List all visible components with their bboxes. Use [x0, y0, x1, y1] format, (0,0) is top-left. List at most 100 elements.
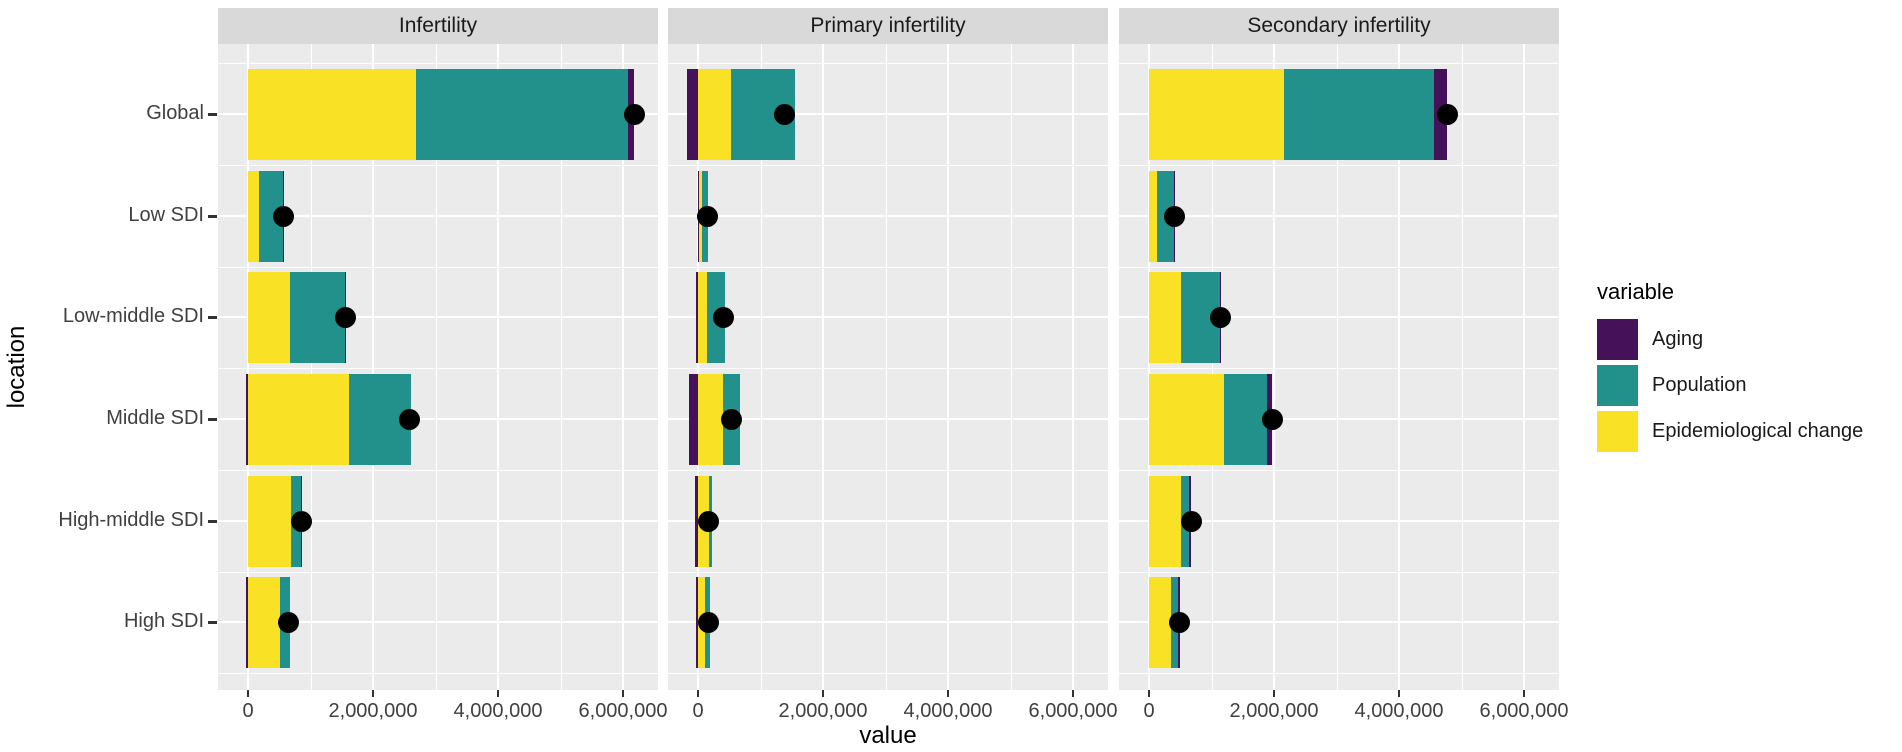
gridline-major-y: [1119, 418, 1559, 420]
net-change-dot: [697, 205, 719, 227]
bar-segment-epidemiological-change: [1149, 475, 1181, 567]
x-tick-label: 4,000,000: [1354, 700, 1444, 722]
bar-segment-aging: [696, 271, 698, 363]
bar-segment-aging: [696, 576, 698, 668]
x-axis-title: value: [859, 722, 917, 749]
gridline-minor-y: [1119, 673, 1559, 674]
gridline-major-x: [497, 44, 499, 690]
x-tick-label: 6,000,000: [578, 700, 668, 722]
y-tick-mark: [208, 215, 217, 218]
bar-segment-aging: [687, 68, 698, 160]
gridline-major-y: [218, 520, 658, 522]
net-change-dot: [1436, 103, 1458, 125]
legend-swatch-aging: [1597, 319, 1638, 360]
facet-strip: Primary infertility: [668, 8, 1108, 44]
net-change-dot: [1169, 611, 1191, 633]
gridline-major-y: [1119, 316, 1559, 318]
bar-segment-epidemiological-change: [1149, 68, 1284, 160]
facet-strip: Infertility: [218, 8, 658, 44]
legend-item-label: Aging: [1652, 328, 1704, 350]
net-change-dot: [398, 408, 420, 430]
net-change-dot: [273, 205, 295, 227]
bar-segment-aging: [246, 576, 248, 668]
gridline-major-y: [1119, 621, 1559, 623]
net-change-dot: [773, 103, 795, 125]
gridline-major-x: [372, 44, 374, 690]
bar-segment-epidemiological-change: [248, 475, 292, 567]
x-tick-label: 4,000,000: [453, 700, 543, 722]
bar-segment-aging: [689, 373, 698, 465]
x-tick-mark: [372, 690, 374, 697]
gridline-minor-y: [218, 368, 658, 369]
y-tick-label: High-middle SDI: [58, 509, 204, 531]
gridline-major-y: [1119, 520, 1559, 522]
net-change-dot: [623, 103, 645, 125]
gridline-minor-x: [436, 44, 437, 690]
bar-segment-epidemiological-change: [1149, 576, 1171, 668]
x-tick-mark: [497, 690, 499, 697]
gridline-minor-y: [668, 63, 1108, 64]
gridline-major-x: [1273, 44, 1275, 690]
gridline-minor-y: [1119, 267, 1559, 268]
legend-item-label: Epidemiological change: [1652, 420, 1864, 442]
bar-segment-epidemiological-change: [248, 271, 290, 363]
x-tick-label: 2,000,000: [328, 700, 418, 722]
gridline-minor-x: [761, 44, 762, 690]
gridline-minor-y: [1119, 368, 1559, 369]
net-change-dot: [1210, 306, 1232, 328]
y-tick-mark: [208, 621, 217, 624]
gridline-minor-x: [1212, 44, 1213, 690]
bar-segment-population: [1224, 373, 1268, 465]
x-tick-label: 0: [242, 700, 254, 722]
gridline-minor-y: [218, 572, 658, 573]
net-change-dot: [277, 611, 299, 633]
x-tick-label: 6,000,000: [1479, 700, 1569, 722]
gridline-minor-y: [668, 267, 1108, 268]
y-tick-label: High SDI: [123, 610, 204, 632]
gridline-minor-y: [1119, 470, 1559, 471]
x-tick-mark: [1148, 690, 1150, 697]
gridline-major-y: [1119, 215, 1559, 217]
gridline-minor-x: [561, 44, 562, 690]
gridline-minor-y: [668, 165, 1108, 166]
gridline-major-x: [1523, 44, 1525, 690]
gridline-minor-x: [311, 44, 312, 690]
facet-strip-title: Secondary infertility: [1247, 14, 1431, 37]
y-tick-mark: [208, 418, 217, 421]
y-tick-label: Global: [146, 102, 204, 124]
y-tick-mark: [208, 520, 217, 523]
gridline-major-y: [218, 215, 658, 217]
facet-strip-title: Primary infertility: [810, 14, 966, 37]
y-axis-title: location: [3, 325, 30, 409]
gridline-major-y: [218, 621, 658, 623]
bar-segment-population: [1284, 68, 1434, 160]
legend-swatch-population: [1597, 365, 1638, 406]
legend-item: Aging: [1597, 319, 1863, 360]
gridline-minor-x: [886, 44, 887, 690]
bar-segment-aging: [694, 475, 698, 567]
y-tick-mark: [208, 316, 217, 319]
facet-strip: Secondary infertility: [1119, 8, 1559, 44]
bar-segment-epidemiological-change: [248, 68, 417, 160]
bar-segment-epidemiological-change: [1149, 271, 1181, 363]
gridline-minor-y: [668, 368, 1108, 369]
x-tick-mark: [622, 690, 624, 697]
gridline-minor-x: [1462, 44, 1463, 690]
net-change-dot: [712, 306, 734, 328]
bar-segment-epidemiological-change: [698, 373, 723, 465]
facet-panel: [218, 44, 658, 690]
gridline-major-x: [247, 44, 249, 690]
bar-segment-epidemiological-change: [248, 373, 350, 465]
bar-segment-epidemiological-change: [248, 170, 260, 262]
net-change-dot: [1180, 510, 1202, 532]
gridline-major-x: [822, 44, 824, 690]
x-tick-label: 2,000,000: [778, 700, 868, 722]
legend-title: variable: [1597, 279, 1675, 304]
gridline-minor-y: [1119, 63, 1559, 64]
gridline-major-y: [668, 520, 1108, 522]
net-change-dot: [698, 510, 720, 532]
bar-segment-population: [259, 170, 283, 262]
gridline-major-y: [218, 418, 658, 420]
net-change-dot: [335, 306, 357, 328]
